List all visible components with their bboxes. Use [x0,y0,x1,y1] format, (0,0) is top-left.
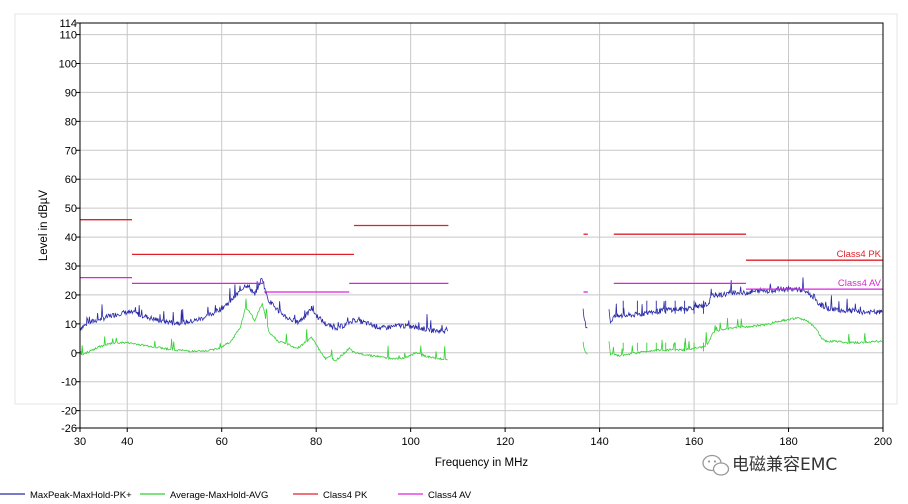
axis-ticks: 30 40 60 80 100 120 140 160 180 200 -26 -20 -10 0 10 20… [59,18,893,448]
legend-label: Average-MaxHold-AVG [170,490,268,501]
y-tick-label: 10 [65,319,77,331]
legend: MaxPeak-MaxHold-PK+ Average-MaxHold-AVG Cl… [0,490,472,501]
x-tick-label: 60 [216,436,228,448]
series-average-maxhold-avg [79,298,883,362]
y-tick-label: 70 [65,145,77,157]
limit-line-label: Class4 PK [837,249,882,260]
y-tick-label: 0 [71,348,77,360]
y-tick-label: -26 [61,423,77,435]
y-tick-label: 100 [59,59,77,71]
y-tick-label: 20 [65,290,77,302]
series-class4-av [80,276,883,293]
x-tick-label: 80 [310,436,322,448]
plot-frame [79,22,884,429]
grid [80,23,883,428]
legend-label: Class4 AV [428,490,472,501]
watermark: 电磁兼容EMC [702,454,837,476]
x-tick-label: 140 [590,436,608,448]
y-tick-label: 114 [59,18,77,30]
series-line [608,277,883,325]
legend-label: MaxPeak-MaxHold-PK+ [30,490,132,501]
y-tick-label: -20 [61,406,77,418]
y-tick-label: -10 [61,377,77,389]
series-class4-pk [80,219,883,261]
plot-series [79,219,883,362]
spur-spikes [622,300,704,352]
x-tick-label: 180 [779,436,797,448]
series-line [582,341,588,355]
limit-line-label: Class4 AV [838,278,882,289]
series-line [79,277,448,334]
chart-frame-outer [14,13,898,405]
y-axis-label: Level in dBµV [38,190,50,262]
y-tick-label: 30 [65,261,77,273]
legend-label: Class4 PK [323,490,368,501]
x-tick-label: 30 [74,436,86,448]
series-line [608,316,883,358]
x-tick-label: 40 [121,436,133,448]
y-tick-label: 110 [59,30,77,42]
series-line [582,308,588,329]
x-tick-label: 100 [401,436,419,448]
y-tick-label: 60 [65,174,77,186]
x-tick-label: 160 [685,436,703,448]
y-tick-label: 40 [65,232,77,244]
x-axis-label: Frequency in MHz [435,457,529,469]
y-tick-label: 80 [65,116,77,128]
y-tick-label: 90 [65,87,77,99]
series-maxpeak-maxhold-pk- [79,277,883,334]
watermark-text: 电磁兼容EMC [732,455,837,475]
wechat-icon [702,454,730,476]
limit-labels: Class4 PK Class4 AV [837,249,882,289]
x-tick-label: 200 [874,436,892,448]
x-tick-label: 120 [496,436,514,448]
series-line [79,298,448,362]
y-tick-label: 50 [65,203,77,215]
